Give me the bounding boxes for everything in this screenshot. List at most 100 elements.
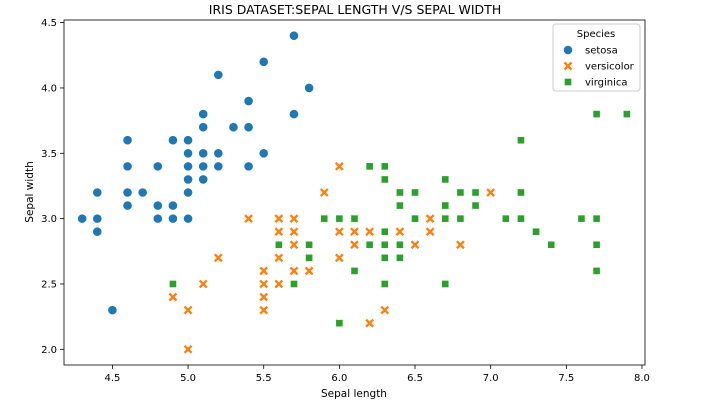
- point-setosa: [289, 30, 299, 41]
- point-virginica: [592, 214, 601, 223]
- point-versicolor: [364, 226, 375, 237]
- point-setosa: [168, 135, 178, 146]
- legend-label-versicolor: versicolor: [585, 62, 635, 73]
- point-setosa: [92, 213, 103, 224]
- point-setosa: [92, 226, 103, 237]
- point-virginica: [592, 267, 601, 275]
- x-tick-label: 6.5: [407, 373, 423, 384]
- point-versicolor: [289, 213, 299, 224]
- point-setosa: [243, 161, 254, 172]
- point-setosa: [168, 213, 178, 224]
- y-tick-label: 2.0: [41, 345, 57, 356]
- legend: Species setosa versicolor virginica: [552, 23, 641, 92]
- point-virginica: [592, 240, 601, 249]
- point-setosa: [258, 148, 269, 159]
- point-versicolor: [258, 279, 269, 289]
- point-virginica: [395, 201, 404, 210]
- point-virginica: [365, 240, 374, 249]
- y-tick-label: 3.5: [41, 149, 57, 160]
- legend-label-setosa: setosa: [585, 46, 618, 57]
- point-versicolor: [273, 213, 284, 224]
- point-versicolor: [334, 161, 345, 172]
- point-versicolor: [183, 305, 194, 316]
- point-virginica: [622, 110, 631, 118]
- point-virginica: [577, 214, 586, 223]
- point-virginica: [471, 201, 480, 210]
- point-versicolor: [364, 318, 375, 329]
- point-versicolor: [258, 292, 269, 302]
- point-virginica: [395, 253, 404, 262]
- point-virginica: [592, 110, 601, 118]
- point-setosa: [77, 213, 88, 224]
- point-virginica: [441, 201, 450, 210]
- point-versicolor: [410, 239, 420, 250]
- point-setosa: [213, 148, 224, 159]
- point-versicolor: [273, 226, 284, 237]
- x-axis-title: Sepal length: [321, 388, 387, 400]
- point-setosa: [137, 187, 148, 198]
- point-versicolor: [198, 279, 209, 289]
- point-virginica: [274, 240, 283, 249]
- point-setosa: [92, 187, 103, 198]
- point-setosa: [243, 122, 254, 133]
- point-setosa: [152, 200, 163, 211]
- point-virginica: [380, 240, 389, 249]
- point-versicolor: [349, 226, 360, 237]
- point-versicolor: [258, 265, 269, 276]
- point-versicolor: [425, 213, 436, 224]
- point-setosa: [228, 122, 239, 133]
- point-setosa: [183, 161, 193, 172]
- point-virginica: [456, 188, 465, 197]
- point-versicolor: [167, 292, 178, 302]
- point-setosa: [183, 174, 193, 185]
- point-versicolor: [213, 252, 224, 263]
- point-setosa: [289, 109, 299, 119]
- point-versicolor: [243, 213, 254, 224]
- point-virginica: [350, 267, 359, 275]
- point-virginica: [380, 175, 389, 184]
- point-setosa: [168, 200, 178, 211]
- y-axis: 2.0 2.5 3.0 3.5 4.0 4.5: [41, 18, 64, 356]
- x-tick-label: 7.0: [483, 373, 499, 384]
- point-versicolor: [183, 344, 194, 355]
- point-virginica: [517, 188, 525, 197]
- point-versicolor: [289, 239, 299, 250]
- y-tick-label: 3.0: [41, 214, 57, 225]
- point-setosa: [122, 187, 133, 198]
- plot-points: [77, 30, 631, 355]
- point-virginica: [395, 240, 404, 249]
- point-virginica: [335, 214, 344, 223]
- point-virginica: [290, 280, 298, 288]
- y-tick-label: 4.5: [41, 18, 57, 29]
- legend-marker-setosa: [563, 45, 573, 55]
- x-tick-label: 8.0: [634, 373, 650, 384]
- point-virginica: [395, 188, 404, 197]
- point-setosa: [107, 305, 118, 316]
- y-tick-label: 4.0: [41, 83, 57, 94]
- point-versicolor: [334, 252, 345, 263]
- point-versicolor: [289, 226, 299, 237]
- y-tick-label: 2.5: [41, 279, 57, 290]
- point-setosa: [122, 135, 133, 146]
- point-versicolor: [455, 239, 466, 250]
- point-virginica: [411, 188, 419, 197]
- point-versicolor: [349, 239, 360, 250]
- point-virginica: [380, 227, 389, 236]
- x-tick-label: 4.5: [104, 373, 120, 384]
- point-virginica: [365, 162, 374, 171]
- point-setosa: [183, 213, 193, 224]
- x-tick-label: 7.5: [558, 373, 574, 384]
- point-versicolor: [394, 226, 405, 237]
- point-setosa: [243, 96, 254, 106]
- point-versicolor: [379, 305, 390, 316]
- point-virginica: [380, 253, 389, 262]
- point-versicolor: [258, 305, 269, 316]
- point-setosa: [213, 69, 224, 80]
- point-versicolor: [485, 187, 496, 198]
- point-setosa: [198, 161, 209, 172]
- legend-title: Species: [577, 29, 616, 40]
- point-virginica: [305, 253, 314, 262]
- legend-marker-virginica: [564, 78, 572, 86]
- point-virginica: [441, 214, 450, 223]
- legend-box: [552, 23, 641, 92]
